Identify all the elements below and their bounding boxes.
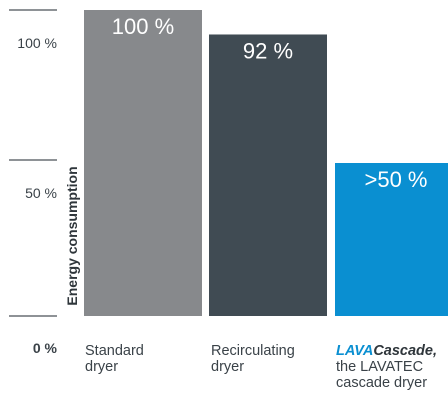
y-axis-label: Energy consumption [64, 166, 80, 305]
category-label-line: dryer [85, 359, 118, 375]
category-labels: StandarddryerRecirculatingdryerLAVACasca… [85, 343, 437, 391]
value-labels: 100 % 92 % >50 % [112, 14, 428, 192]
bar [209, 34, 327, 316]
category-label-line: Standard [85, 343, 144, 359]
category-label-line: cascade dryer [336, 375, 427, 391]
y-tick-label: 50 % [25, 185, 57, 201]
category-label-line: dryer [211, 359, 244, 375]
bar [335, 163, 448, 316]
bar-value-label: 100 % [112, 14, 174, 39]
bar-value-label: 92 % [243, 38, 293, 63]
y-tick-label: 100 % [17, 35, 57, 51]
bar [84, 10, 202, 316]
y-axis: 100 % 50 % 0 % [9, 9, 58, 356]
y-tick-label: 0 % [33, 340, 58, 356]
bars [84, 10, 448, 316]
category-label-line: the LAVATEC [336, 359, 423, 375]
brand-name: LAVACascade, [336, 343, 437, 359]
bar-value-label: >50 % [365, 167, 428, 192]
category-label-line: Recirculating [211, 343, 295, 359]
